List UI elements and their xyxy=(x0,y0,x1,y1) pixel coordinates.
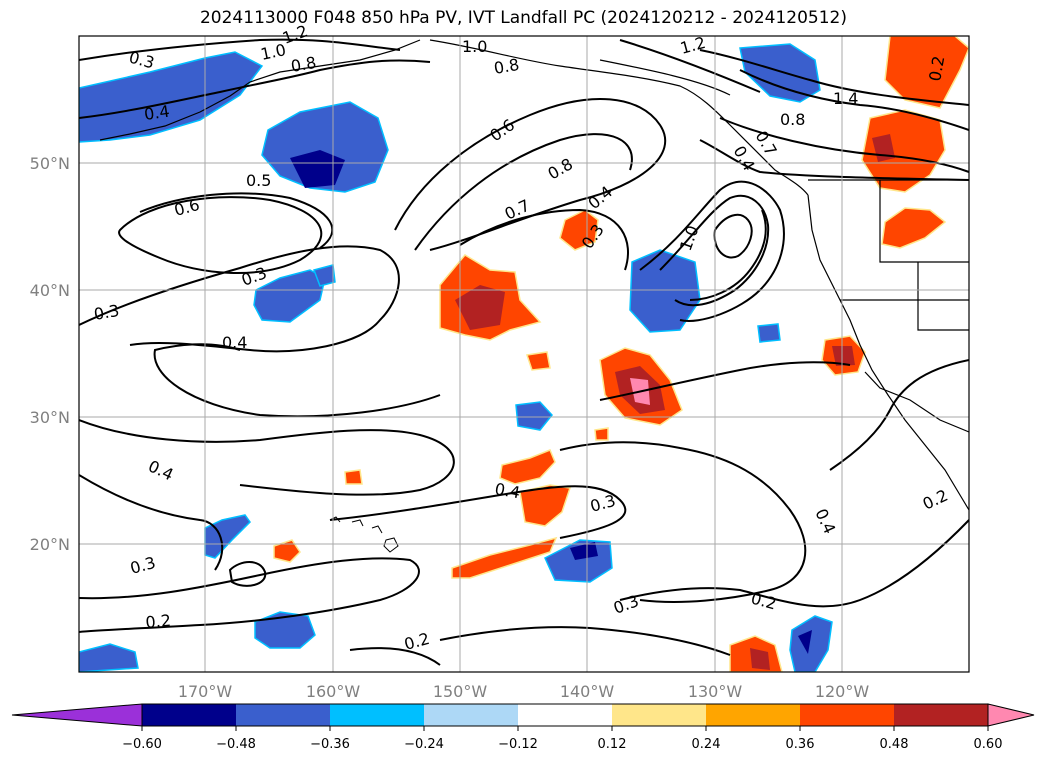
lon-label-170w: 170°W xyxy=(178,682,233,701)
colorbar-segment xyxy=(894,704,989,726)
contour-label: 0.2 xyxy=(925,54,948,82)
contour-label: 0.8 xyxy=(780,110,805,129)
contour-label: 1.0 xyxy=(259,40,288,64)
colorbar-segment xyxy=(612,704,707,726)
contour-label: 0.4 xyxy=(143,102,171,124)
colorbar-extension-low xyxy=(11,703,143,727)
map-frame xyxy=(78,35,970,673)
colorbar-segment xyxy=(800,704,895,726)
lat-label-30n: 30°N xyxy=(30,408,70,427)
colorbar-tick-label: 0.48 xyxy=(880,737,909,752)
graticule xyxy=(79,36,969,672)
lat-label-40n: 40°N xyxy=(30,281,70,300)
colorbar-tick-label: −0.48 xyxy=(216,737,256,752)
lon-label-130w: 130°W xyxy=(688,682,743,701)
lon-label-140w: 140°W xyxy=(560,682,615,701)
contour-label: 0.5 xyxy=(246,171,271,190)
colorbar-segment xyxy=(424,704,519,726)
map-title: 2024113000 F048 850 hPa PV, IVT Landfall… xyxy=(199,8,847,28)
lon-label-150w: 150°W xyxy=(433,682,488,701)
lon-label-160w: 160°W xyxy=(306,682,361,701)
colorbar-tick-label: 0.24 xyxy=(692,737,721,752)
colorbar-tick-label: −0.60 xyxy=(122,737,162,752)
coastlines xyxy=(99,39,969,511)
colorbar-tick-label: −0.24 xyxy=(404,737,444,752)
colorbar-tick-label: −0.12 xyxy=(498,737,538,752)
colorbar-extension-high xyxy=(987,703,1035,727)
colorbar-tick-label: 0.36 xyxy=(786,737,815,752)
colorbar-segment xyxy=(330,704,425,726)
colorbar-tick-label: −0.36 xyxy=(310,737,350,752)
lon-label-120w: 120°W xyxy=(815,682,870,701)
lat-label-20n: 20°N xyxy=(30,535,70,554)
contour-label: 0.4 xyxy=(493,479,521,502)
negative-shading xyxy=(79,43,833,672)
contour-label: 0.3 xyxy=(92,301,120,324)
contour-label: 1.4 xyxy=(833,89,858,108)
colorbar-segment xyxy=(706,704,801,726)
map-area xyxy=(79,36,969,672)
positive-shading xyxy=(273,36,969,672)
hawaii-islands xyxy=(329,516,399,553)
colorbar: −0.60 −0.48 −0.36 −0.24 −0.12 0.12 0.24 0.36 0.4… xyxy=(11,703,1035,752)
contour-label: 0.8 xyxy=(492,55,520,78)
colorbar-tick-label: 0.60 xyxy=(974,737,1003,752)
colorbar-segment xyxy=(142,704,237,726)
lat-label-50n: 50°N xyxy=(30,154,70,173)
colorbar-segment xyxy=(236,704,331,726)
contour-label: 0.2 xyxy=(145,611,172,632)
colorbar-frame xyxy=(141,703,989,727)
pv-contours xyxy=(79,38,969,666)
colorbar-segment xyxy=(518,704,613,726)
contour-label: 1.0 xyxy=(462,37,487,56)
colorbar-tick-label: 0.12 xyxy=(598,737,627,752)
contour-label: 0.4 xyxy=(222,333,247,352)
contour-label: 0.8 xyxy=(289,53,317,76)
